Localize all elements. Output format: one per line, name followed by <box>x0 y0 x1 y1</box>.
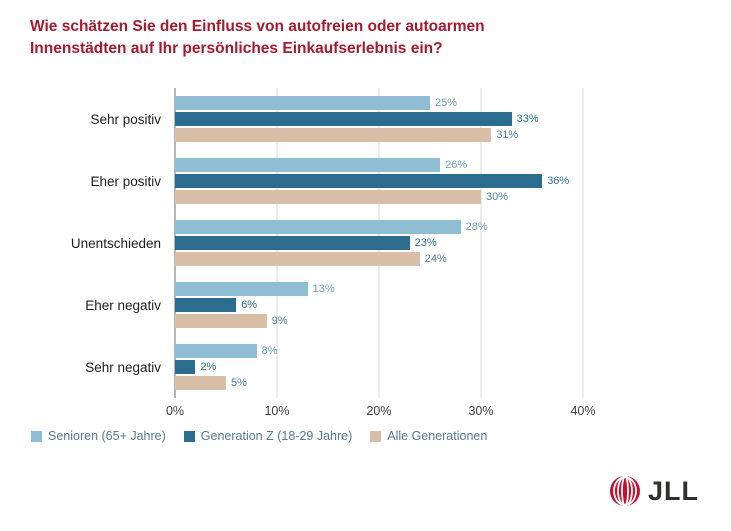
bar-value-label: 6% <box>241 299 258 311</box>
bar-group: Sehr positiv 25% 33% 31% <box>30 88 720 150</box>
jll-globe-icon <box>609 475 641 507</box>
bar-value-label: 9% <box>271 315 288 327</box>
legend-item: Generation Z (18-29 Jahre) <box>183 429 353 443</box>
bar-value-label: 31% <box>496 129 519 141</box>
category-label: Sehr negativ <box>85 359 161 375</box>
bar-value-label: 5% <box>231 377 247 389</box>
legend-swatch <box>31 430 42 442</box>
gridline <box>582 88 584 398</box>
bar-group: Eher positiv 26% 36% 30% <box>30 150 720 212</box>
x-axis-tick-label: 0% <box>165 404 185 418</box>
bar-line: 5% <box>175 376 583 390</box>
bar-value-label: 30% <box>486 191 509 203</box>
bar <box>175 112 512 126</box>
bar <box>175 344 257 358</box>
bar-line: 6% <box>175 298 583 312</box>
bar-line: 8% <box>175 344 583 358</box>
bar <box>175 174 543 188</box>
bar-group: Eher negativ 13% 6% 9% <box>30 274 720 336</box>
bar <box>175 190 481 204</box>
bar <box>175 314 267 328</box>
bar-value-label: 24% <box>424 253 447 265</box>
bar <box>175 282 308 296</box>
bar-line: 25% <box>175 96 583 110</box>
legend-item-label: Generation Z (18-29 Jahre) <box>200 429 353 443</box>
x-axis-tick-label: 40% <box>570 404 596 418</box>
bar-value-label: 2% <box>200 361 217 373</box>
bars-cell: 13% 6% 9% <box>175 282 583 328</box>
bar-line: 31% <box>175 128 583 142</box>
legend-item-label: Alle Generationen <box>387 429 488 443</box>
bars-cell: 28% 23% 24% <box>175 220 583 266</box>
bar-chart: Sehr positiv 25% 33% 31% Eher positiv 26% 36% 3… <box>30 88 720 428</box>
bar-value-label: 23% <box>414 237 437 249</box>
bar <box>175 252 420 266</box>
bar-value-label: 13% <box>312 283 335 295</box>
jll-logo: JLL <box>609 475 699 507</box>
legend-item: Senioren (65+ Jahre) <box>31 429 166 443</box>
bar <box>175 96 430 110</box>
bar-value-label: 25% <box>435 97 458 109</box>
x-axis-tick-label: 10% <box>264 404 290 418</box>
bars-cell: 26% 36% 30% <box>175 158 583 204</box>
category-label: Eher positiv <box>90 173 161 189</box>
x-axis-tick-label: 20% <box>366 404 392 418</box>
jll-logo-text: JLL <box>647 475 699 506</box>
bar-value-label: 33% <box>516 113 539 125</box>
x-axis-tick-label: 30% <box>468 404 494 418</box>
category-label: Unentschieden <box>70 235 161 251</box>
bar <box>175 220 461 234</box>
bar-value-label: 26% <box>445 159 468 171</box>
bars-cell: 8% 2% 5% <box>175 344 583 390</box>
category-label: Eher negativ <box>85 297 161 313</box>
bar <box>175 360 196 374</box>
x-axis: 0% 10% 20% 30% 40% <box>166 404 596 422</box>
bar-group: Sehr negativ 8% 2% 5% <box>30 336 720 398</box>
legend-swatch <box>183 430 195 442</box>
bar-line: 2% <box>175 360 583 374</box>
chart-title-line1: Wie schätzen Sie den Einfluss von autofr… <box>30 18 485 35</box>
bar-line: 24% <box>175 252 583 266</box>
bars-cell: 25% 33% 31% <box>175 96 583 142</box>
legend-swatch <box>370 430 382 442</box>
bar-line: 33% <box>175 112 583 126</box>
bar-value-label: 28% <box>465 221 488 233</box>
bar-value-label: 8% <box>261 345 278 357</box>
bar-line: 36% <box>175 174 583 188</box>
bar-line: 9% <box>175 314 583 328</box>
chart-title: Wie schätzen Sie den Einfluss von autofr… <box>30 16 630 60</box>
bar-line: 26% <box>175 158 583 172</box>
bar-group: Unentschieden 28% 23% 24% <box>30 212 720 274</box>
bar <box>175 128 492 142</box>
bar <box>175 376 226 390</box>
legend-item: Alle Generationen <box>370 429 487 443</box>
bar-line: 30% <box>175 190 583 204</box>
bar-line: 28% <box>175 220 583 234</box>
legend-item-label: Senioren (65+ Jahre) <box>48 429 166 443</box>
gridline <box>480 88 482 398</box>
bar <box>175 158 441 172</box>
bar-groups: Sehr positiv 25% 33% 31% Eher positiv 26% 36% 3… <box>30 88 720 398</box>
chart-title-line2: Innenstädten auf Ihr persönliches Einkau… <box>30 40 443 57</box>
legend: Senioren (65+ Jahre) Generation Z (18-29 … <box>31 429 487 443</box>
bar-line: 23% <box>175 236 583 250</box>
bar <box>175 298 237 312</box>
category-label: Sehr positiv <box>90 111 161 127</box>
bar-line: 13% <box>175 282 583 296</box>
bar-value-label: 36% <box>547 175 570 187</box>
bar <box>175 236 410 250</box>
